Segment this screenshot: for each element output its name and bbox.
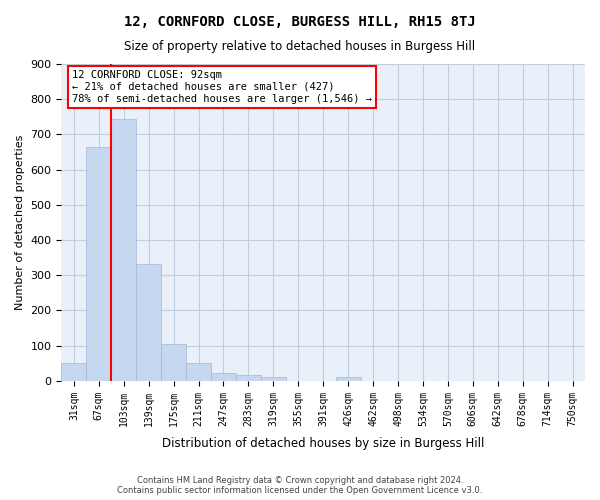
Bar [86, 148, 111, 381]
Bar [335, 378, 361, 381]
Bar [186, 364, 211, 381]
Y-axis label: Number of detached properties: Number of detached properties [15, 135, 25, 310]
Bar [136, 264, 161, 381]
Bar [161, 344, 186, 381]
Bar [236, 376, 261, 381]
Bar [111, 120, 136, 381]
Bar [211, 373, 236, 381]
Text: 12, CORNFORD CLOSE, BURGESS HILL, RH15 8TJ: 12, CORNFORD CLOSE, BURGESS HILL, RH15 8… [124, 15, 476, 29]
Bar [261, 378, 286, 381]
Bar [61, 364, 86, 381]
X-axis label: Distribution of detached houses by size in Burgess Hill: Distribution of detached houses by size … [162, 437, 484, 450]
Text: Contains HM Land Registry data © Crown copyright and database right 2024.
Contai: Contains HM Land Registry data © Crown c… [118, 476, 482, 495]
Text: Size of property relative to detached houses in Burgess Hill: Size of property relative to detached ho… [124, 40, 476, 53]
Text: 12 CORNFORD CLOSE: 92sqm
← 21% of detached houses are smaller (427)
78% of semi-: 12 CORNFORD CLOSE: 92sqm ← 21% of detach… [72, 70, 372, 104]
